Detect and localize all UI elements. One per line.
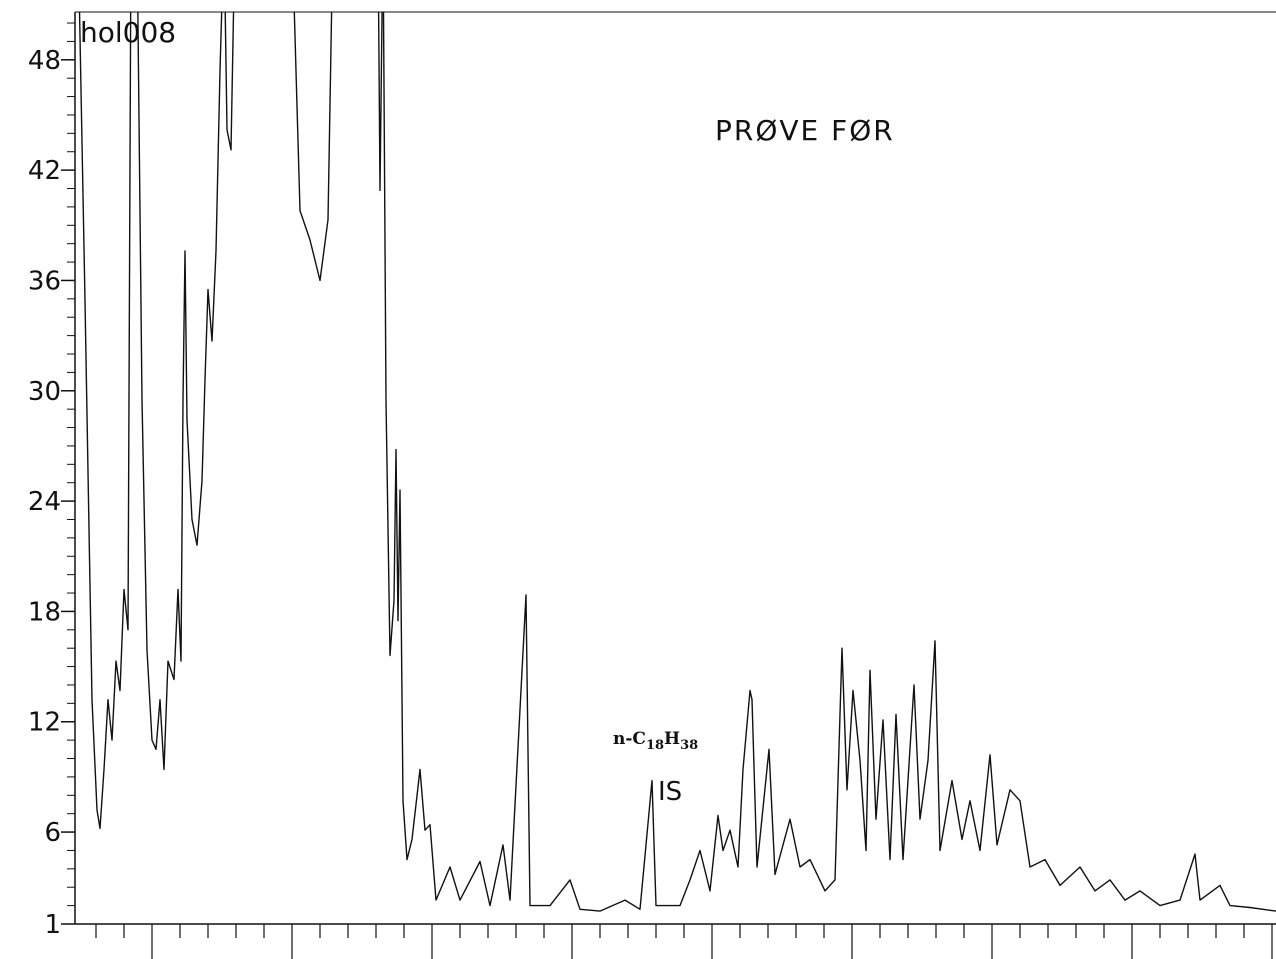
y-tick-label: 48: [28, 46, 61, 76]
y-tick-label: 1: [44, 910, 61, 940]
formula-label: n-C18H38: [613, 729, 698, 753]
y-tick-label: 18: [28, 597, 61, 627]
formula-sub: 38: [680, 738, 698, 753]
y-tick-label: 42: [28, 156, 61, 186]
sample-label: PRØVE FØR: [715, 114, 895, 147]
chart-title: hol008: [80, 16, 176, 49]
y-tick-label: 36: [28, 266, 61, 296]
formula-part: n-C: [613, 729, 646, 749]
formula-part: H: [664, 729, 680, 749]
plot-area: [78, 12, 1276, 912]
y-tick-label: 30: [28, 377, 61, 407]
y-tick-label: 24: [28, 487, 61, 517]
chromatogram-trace: [78, 12, 1276, 912]
y-tick-label: 6: [44, 818, 61, 848]
formula-sub: 18: [646, 738, 664, 753]
y-tick-label: 12: [28, 708, 61, 738]
standard-label: IS: [658, 777, 682, 807]
